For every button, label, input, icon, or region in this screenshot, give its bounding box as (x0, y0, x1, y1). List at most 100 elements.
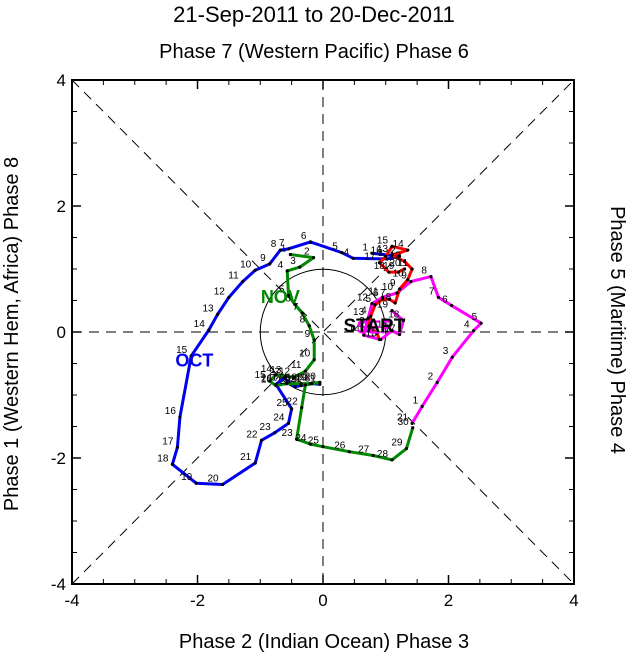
amplitude-unit-circle (259, 268, 387, 396)
day-point (472, 329, 476, 333)
day-label: 7 (293, 302, 299, 313)
day-point (311, 256, 316, 260)
day-label: 8 (271, 239, 277, 250)
day-point (175, 445, 180, 449)
day-label: 9 (390, 278, 396, 289)
day-label: 16 (165, 406, 177, 417)
x-tick-label: 4 (569, 591, 578, 610)
day-point (395, 291, 399, 295)
day-label: 5 (279, 284, 285, 295)
day-label: 2 (428, 371, 434, 382)
phase-guide-lines (71, 79, 575, 585)
day-point (268, 379, 272, 383)
day-label: 11 (398, 258, 409, 269)
day-label: 17 (162, 436, 174, 447)
day-point (300, 406, 304, 410)
day-point (373, 303, 377, 307)
day-point (273, 431, 277, 435)
day-label: 10 (393, 269, 405, 280)
day-label: 8 (421, 266, 427, 277)
day-point (390, 253, 394, 257)
day-label: 28 (280, 376, 292, 387)
day-point (312, 338, 316, 342)
day-label: 3 (443, 346, 449, 357)
day-label: 21 (240, 452, 252, 463)
day-label: 13 (202, 303, 214, 314)
day-point (450, 355, 454, 359)
day-label: 2 (304, 247, 310, 258)
day-label: 10 (299, 349, 311, 360)
day-point (303, 369, 308, 373)
day-label: 24 (273, 412, 285, 423)
day-point (253, 268, 257, 272)
day-label: 1 (281, 244, 287, 255)
day-label: 16 (377, 320, 389, 331)
day-label: 14 (194, 319, 206, 330)
day-point (253, 461, 257, 465)
day-label: 15 (366, 329, 378, 340)
day-point (303, 383, 308, 387)
day-label: 3 (377, 248, 383, 259)
day-point (312, 358, 316, 362)
day-point (385, 257, 389, 261)
day-point (194, 481, 198, 485)
month-label-oct: OCT (175, 351, 213, 371)
day-label: 12 (357, 293, 369, 304)
day-point (371, 453, 375, 458)
day-label: 18 (388, 310, 400, 321)
day-label: 19 (377, 300, 389, 311)
day-label: 11 (368, 286, 379, 297)
day-point (295, 437, 299, 441)
day-label: 18 (374, 261, 386, 272)
day-label: 14 (261, 364, 273, 375)
day-label: 5 (366, 294, 372, 305)
day-point (300, 311, 304, 315)
day-point (367, 325, 371, 329)
day-label: 7 (380, 288, 386, 299)
day-point (390, 308, 394, 313)
right-phase-label: Phase 5 (Maritime) Phase 4 (606, 206, 628, 454)
day-point (308, 240, 313, 244)
day-point (387, 270, 391, 274)
day-label: 1 (362, 242, 368, 253)
day-point (396, 270, 400, 274)
day-label: 17 (384, 324, 396, 335)
day-point (207, 328, 211, 332)
day-point (170, 462, 174, 466)
day-point (241, 280, 245, 284)
day-label: 13 (353, 307, 365, 318)
day-label: 1 (370, 329, 376, 340)
day-point (286, 247, 291, 251)
day-label: 7 (279, 238, 285, 249)
series-line-nov (268, 253, 415, 462)
day-label: 8 (386, 292, 392, 303)
day-label: 4 (344, 247, 350, 258)
day-label: 22 (246, 429, 258, 440)
day-point (340, 251, 344, 255)
day-label: 4 (361, 305, 367, 316)
day-label: 10 (382, 282, 394, 293)
day-point (285, 382, 289, 386)
day-label: 14 (393, 239, 405, 250)
day-point (221, 482, 225, 487)
day-point (479, 321, 483, 325)
month-labels: SEP OCT NOV START (175, 287, 405, 371)
day-label: 5 (332, 242, 338, 253)
start-label: START (343, 316, 405, 337)
day-point (308, 442, 313, 446)
y-tick-label: 2 (57, 197, 66, 216)
day-point (410, 421, 414, 425)
day-point (227, 295, 231, 299)
day-point (215, 312, 220, 316)
day-point (429, 274, 433, 279)
y-tick-label: -2 (51, 449, 66, 468)
day-point (292, 375, 296, 379)
day-point (288, 252, 292, 257)
day-point (189, 354, 193, 358)
day-label: 25 (308, 436, 320, 447)
day-label: 27 (269, 367, 281, 378)
day-label: 6 (285, 293, 291, 304)
day-point (362, 333, 366, 337)
